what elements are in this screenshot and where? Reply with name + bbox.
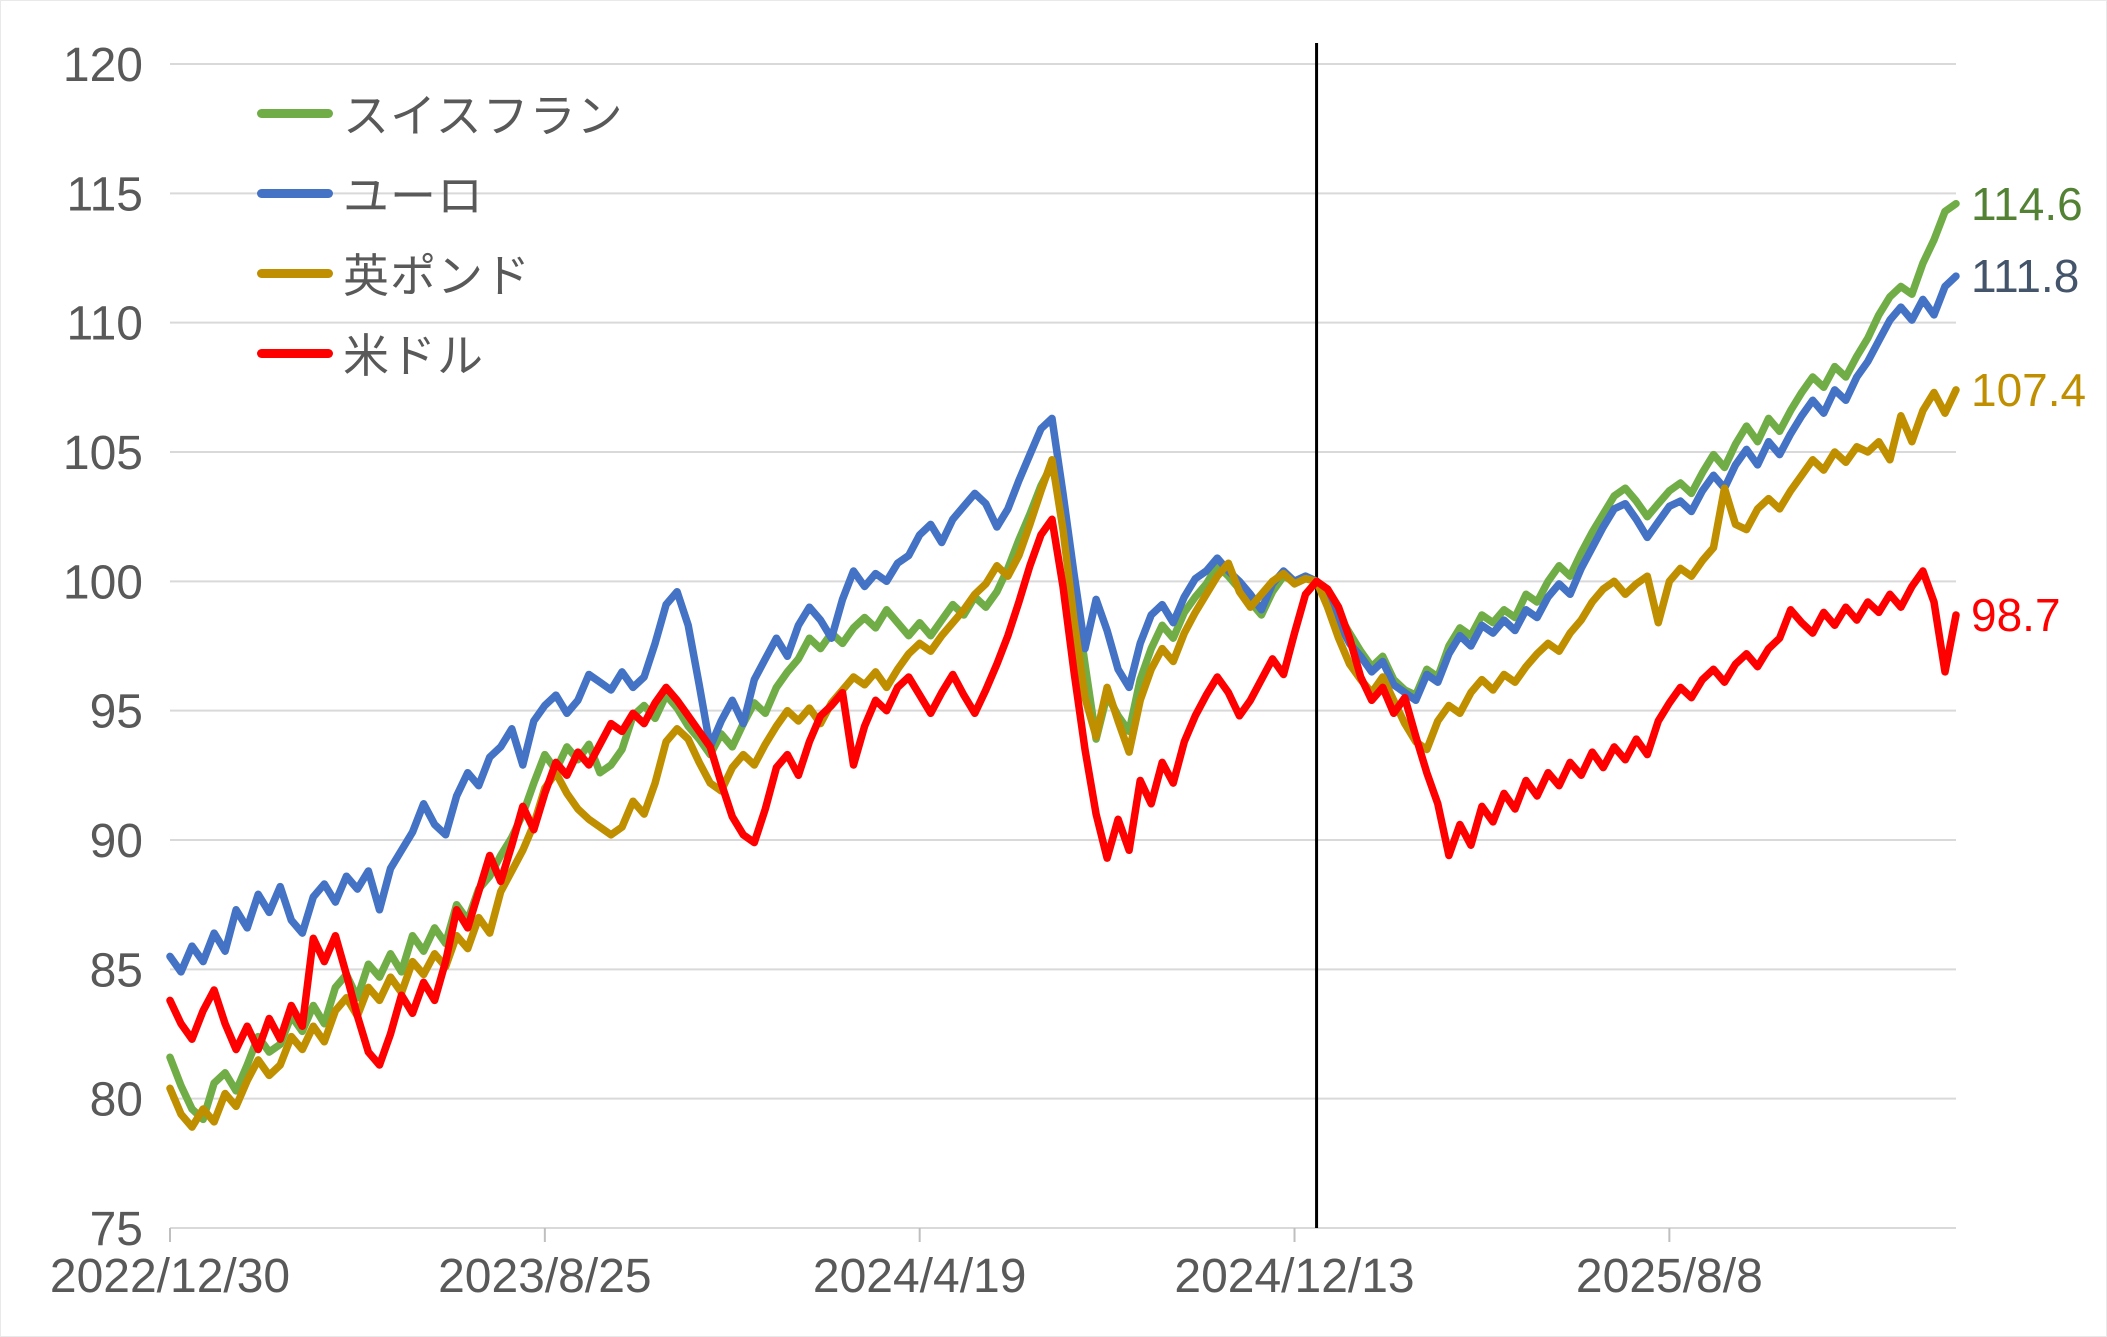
legend-item-us-dollar: 米ドル xyxy=(257,327,624,382)
legend: スイスフラン ユーロ 英ポンド 米ドル xyxy=(257,87,624,382)
series-line-1 xyxy=(166,272,1960,976)
y-tick-label-105: 105 xyxy=(63,427,143,480)
y-tick-label-120: 120 xyxy=(63,39,143,92)
legend-label-swiss-franc: スイスフラン xyxy=(343,90,624,142)
end-value-label-swiss-franc: 114.6 xyxy=(1971,177,2083,230)
y-tick-label-80: 80 xyxy=(90,1074,143,1127)
y-tick-label-85: 85 xyxy=(90,944,143,997)
y-axis-labels: 120 115 110 105 100 95 90 85 80 75 xyxy=(63,39,143,1256)
euro-line-swatch xyxy=(257,188,333,198)
legend-item-british-pound: 英ポンド xyxy=(257,247,624,302)
x-tick-label: 2025/8/8 xyxy=(1576,1250,1763,1303)
x-tick-label: 2024/12/13 xyxy=(1174,1250,1414,1303)
end-value-label-euro: 111.8 xyxy=(1971,250,2080,303)
x-tick-label: 2023/8/25 xyxy=(438,1250,652,1303)
legend-label-euro: ユーロ xyxy=(343,170,484,222)
y-tick-label-75: 75 xyxy=(90,1203,143,1256)
x-tick-label: 2024/4/19 xyxy=(813,1250,1027,1303)
series-lines xyxy=(166,199,1960,1131)
end-value-label-british-pound: 107.4 xyxy=(1971,363,2087,416)
british-pound-line-swatch xyxy=(257,268,333,278)
legend-item-swiss-franc: スイスフラン xyxy=(257,87,624,142)
y-tick-label-95: 95 xyxy=(90,686,143,739)
swiss-franc-line-swatch xyxy=(257,108,333,118)
x-axis-labels: 2022/12/30 2023/8/25 2024/4/19 2024/12/13 20… xyxy=(50,1250,1763,1303)
y-tick-label-110: 110 xyxy=(66,298,143,351)
legend-item-euro: ユーロ xyxy=(257,167,624,222)
y-tick-label-100: 100 xyxy=(63,556,143,609)
end-value-label-us-dollar: 98.7 xyxy=(1971,588,2061,641)
series-line-2 xyxy=(166,386,1960,1131)
y-tick-label-90: 90 xyxy=(90,815,143,868)
legend-label-us-dollar: 米ドル xyxy=(343,330,484,382)
legend-label-british-pound: 英ポンド xyxy=(343,250,531,302)
y-tick-label-115: 115 xyxy=(66,168,143,221)
x-tick-label: 2022/12/30 xyxy=(50,1250,290,1303)
series-line-3 xyxy=(166,515,1960,1069)
x-axis-tick-marks xyxy=(169,1228,1671,1242)
us-dollar-line-swatch xyxy=(257,348,333,358)
